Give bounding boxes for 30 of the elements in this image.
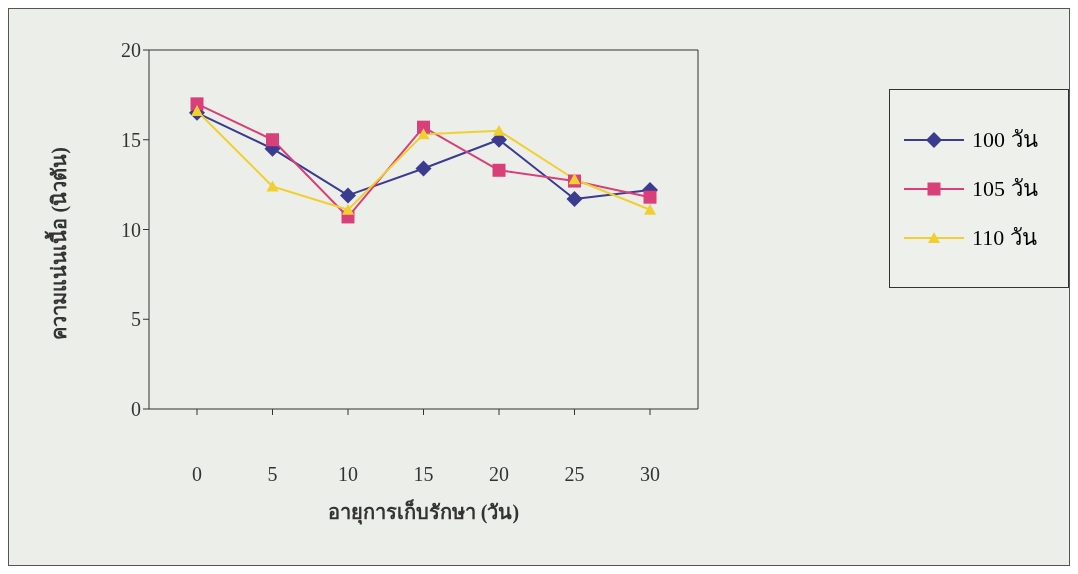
legend-label: 100 วัน (972, 126, 1038, 154)
point (266, 133, 279, 147)
y-tick-label: 20 (121, 39, 141, 62)
y-tick-label: 0 (131, 398, 141, 421)
point (566, 190, 583, 207)
x-tick-label: 25 (564, 463, 585, 486)
point (415, 160, 432, 177)
point (191, 105, 203, 117)
point (644, 203, 656, 215)
point (342, 203, 354, 215)
point (492, 163, 506, 177)
x-axis-title: อายุการเก็บรักษา (วัน) (327, 499, 520, 525)
x-tick-label: 10 (338, 463, 358, 486)
point (417, 128, 430, 140)
y-axis-title: ความแน่นเนื้อ (นิวตัน) (44, 147, 72, 340)
point (643, 190, 657, 204)
point (266, 180, 279, 192)
x-tick-label: 0 (192, 463, 202, 486)
y-tick-label: 15 (121, 128, 141, 151)
y-tick-label: 5 (131, 308, 141, 331)
x-tick-label: 5 (267, 463, 278, 486)
x-tick-label: 20 (489, 463, 509, 486)
point (340, 187, 356, 204)
x-tick-label: 15 (413, 463, 434, 486)
legend-label: 105 วัน (972, 175, 1038, 203)
point (493, 124, 505, 136)
point (190, 97, 204, 111)
y-tick-label: 10 (121, 218, 141, 241)
x-tick-label: 30 (640, 463, 660, 486)
legend-label: 110 วัน (972, 224, 1037, 252)
